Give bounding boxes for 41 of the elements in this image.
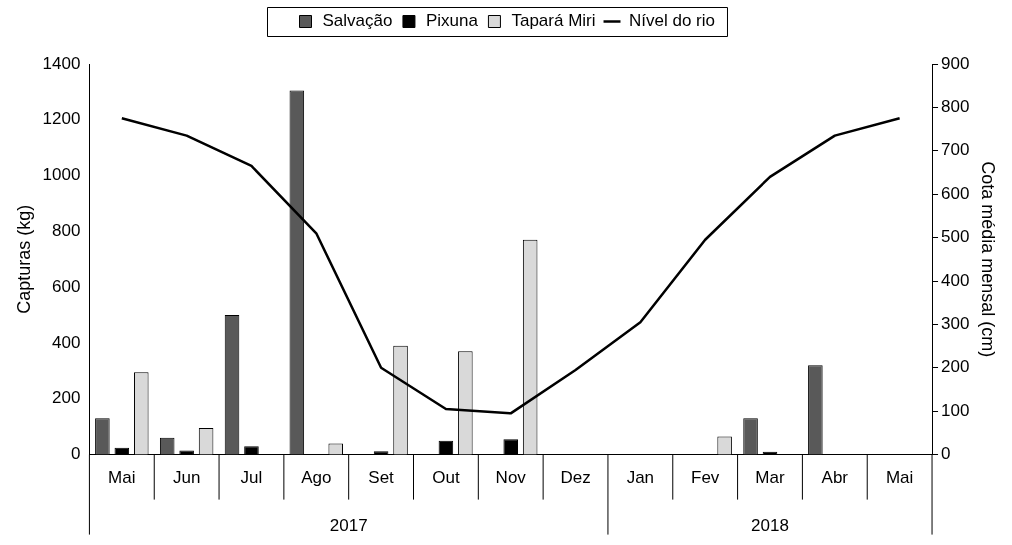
x-tick-label: Jan	[626, 468, 655, 488]
y-tick-label: 600	[52, 276, 81, 296]
legend-label: Pixuna	[425, 11, 479, 31]
x-tick-label: Out	[432, 468, 460, 488]
x-tick-label: Jul	[240, 468, 263, 488]
x-tick-label: Mar	[755, 468, 785, 488]
x-tick-label: Mai	[885, 468, 914, 488]
y-tick-label: 0	[70, 444, 81, 464]
y2-tick-label: 500	[941, 227, 970, 247]
y2-tick-label: 300	[941, 314, 970, 334]
text: 2018	[751, 516, 789, 536]
y-tick-label: 1200	[42, 109, 81, 129]
y-tick-label: 1400	[42, 53, 81, 73]
y2-tick-label: 700	[941, 140, 970, 160]
x-tick-label: Set	[368, 468, 395, 488]
x-tick-label: Abr	[821, 468, 849, 488]
x-tick-label: Fev	[691, 468, 720, 488]
y-tick-label: 1000	[42, 165, 81, 185]
x-tick-label: Dez	[560, 468, 591, 488]
legend-label: Nível do rio	[629, 11, 715, 31]
y-tick-label: 800	[52, 221, 81, 241]
legend-label: Salvação	[322, 11, 393, 31]
y2-tick-label: 900	[941, 53, 970, 73]
x-tick-label: Ago	[301, 468, 332, 488]
y2-tick-label: 800	[941, 97, 970, 117]
bar	[244, 446, 259, 455]
y2-tick-label: 600	[941, 183, 970, 203]
y-tick-label: 200	[52, 388, 81, 408]
y2-tick-label: 100	[941, 400, 970, 420]
bar	[179, 450, 194, 455]
y2-tick-label: 0	[941, 444, 951, 464]
y2-tick-label: 400	[941, 270, 970, 290]
y-tick-label: 400	[52, 332, 81, 352]
x-tick-label: Nov	[495, 468, 527, 488]
y-axis-title: Capturas (kg)	[13, 204, 34, 314]
text: 2017	[329, 516, 368, 536]
x-tick-label: Mai	[108, 468, 136, 488]
legend-label: Tapará Miri	[511, 11, 596, 31]
y2-tick-label: 200	[941, 357, 970, 377]
x-tick-label: Jun	[172, 468, 201, 488]
y2-axis-title: Cota média mensal (cm)	[978, 161, 999, 358]
